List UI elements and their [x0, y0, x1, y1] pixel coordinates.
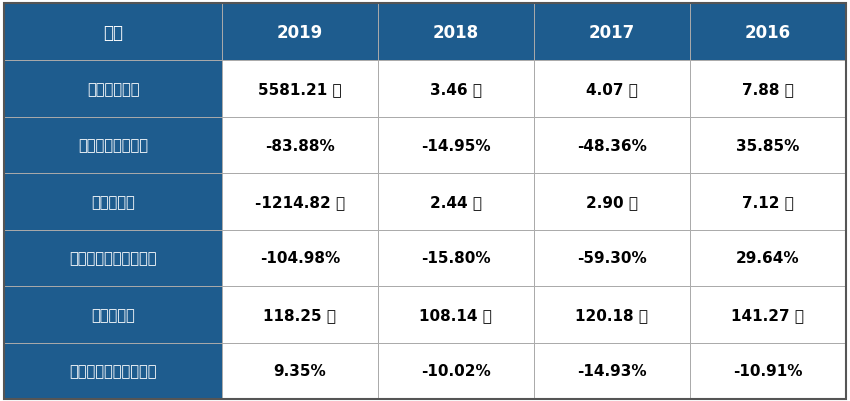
Text: 营业总收入同比增长率: 营业总收入同比增长率: [70, 363, 157, 378]
Text: 净利润（元）: 净利润（元）: [87, 82, 139, 97]
Text: 120.18 乿: 120.18 乿: [575, 307, 649, 322]
Bar: [534, 230, 690, 286]
Text: 2018: 2018: [433, 24, 479, 42]
Text: 2019: 2019: [277, 24, 323, 42]
Bar: [534, 61, 690, 117]
Text: 108.14 乿: 108.14 乿: [420, 307, 492, 322]
Text: 扣非净利润: 扣非净利润: [91, 194, 135, 209]
Bar: [222, 286, 378, 343]
Bar: [222, 174, 378, 230]
Bar: [690, 343, 846, 399]
Bar: [378, 230, 534, 286]
Text: -48.36%: -48.36%: [577, 138, 647, 153]
Bar: [690, 230, 846, 286]
Text: 营业总收入: 营业总收入: [91, 307, 135, 322]
Text: 2016: 2016: [745, 24, 791, 42]
Text: -10.02%: -10.02%: [421, 363, 490, 378]
Bar: [4, 230, 222, 286]
Text: 141.27 乿: 141.27 乿: [731, 307, 804, 322]
Bar: [534, 117, 690, 174]
Bar: [4, 174, 222, 230]
Text: 7.12 乿: 7.12 乿: [742, 194, 794, 209]
Bar: [378, 286, 534, 343]
Bar: [378, 4, 534, 61]
Text: 扣非净利润同比增长率: 扣非净利润同比增长率: [70, 251, 157, 266]
Text: -83.88%: -83.88%: [265, 138, 335, 153]
Bar: [222, 230, 378, 286]
Text: 35.85%: 35.85%: [736, 138, 800, 153]
Bar: [222, 4, 378, 61]
Text: -104.98%: -104.98%: [260, 251, 340, 266]
Text: 净利润同比增长率: 净利润同比增长率: [78, 138, 148, 153]
Text: 4.07 乿: 4.07 乿: [586, 82, 638, 97]
Bar: [378, 174, 534, 230]
Text: -14.93%: -14.93%: [577, 363, 647, 378]
Bar: [4, 286, 222, 343]
Text: 2.44 乿: 2.44 乿: [430, 194, 482, 209]
Text: -15.80%: -15.80%: [421, 251, 490, 266]
Bar: [4, 4, 222, 61]
Text: -10.91%: -10.91%: [733, 363, 802, 378]
Bar: [4, 117, 222, 174]
Text: -1214.82 万: -1214.82 万: [255, 194, 345, 209]
Bar: [534, 4, 690, 61]
Bar: [378, 61, 534, 117]
Text: 29.64%: 29.64%: [736, 251, 800, 266]
Bar: [378, 117, 534, 174]
Bar: [4, 343, 222, 399]
Text: 3.46 乿: 3.46 乿: [430, 82, 482, 97]
Bar: [534, 286, 690, 343]
Bar: [222, 61, 378, 117]
Text: 2.90 乿: 2.90 乿: [586, 194, 638, 209]
Bar: [222, 117, 378, 174]
Bar: [378, 343, 534, 399]
Bar: [534, 343, 690, 399]
Bar: [4, 61, 222, 117]
Text: -59.30%: -59.30%: [577, 251, 647, 266]
Text: 118.25 乿: 118.25 乿: [264, 307, 337, 322]
Bar: [690, 286, 846, 343]
Bar: [690, 117, 846, 174]
Text: 9.35%: 9.35%: [274, 363, 326, 378]
Bar: [690, 61, 846, 117]
Bar: [534, 174, 690, 230]
Text: 5581.21 万: 5581.21 万: [258, 82, 342, 97]
Text: 年度: 年度: [103, 24, 123, 42]
Text: 2017: 2017: [589, 24, 635, 42]
Bar: [690, 174, 846, 230]
Bar: [690, 4, 846, 61]
Text: -14.95%: -14.95%: [421, 138, 490, 153]
Text: 7.88 乿: 7.88 乿: [742, 82, 794, 97]
Bar: [222, 343, 378, 399]
